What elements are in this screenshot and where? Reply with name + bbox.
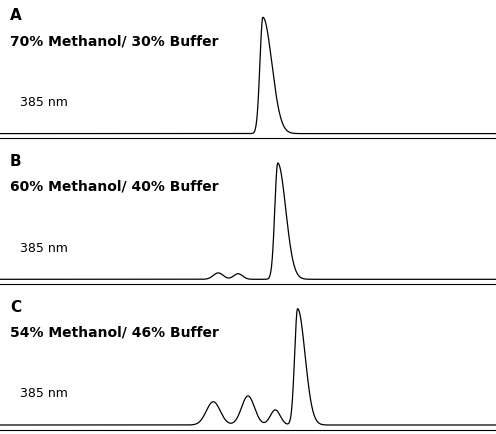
Text: 385 nm: 385 nm	[20, 387, 68, 400]
Text: 60% Methanol/ 40% Buffer: 60% Methanol/ 40% Buffer	[10, 179, 219, 193]
Text: 70% Methanol/ 30% Buffer: 70% Methanol/ 30% Buffer	[10, 34, 218, 48]
Text: 385 nm: 385 nm	[20, 96, 68, 109]
Text: B: B	[10, 154, 21, 169]
Text: 385 nm: 385 nm	[20, 241, 68, 254]
Text: A: A	[10, 8, 22, 23]
Text: C: C	[10, 299, 21, 314]
Text: 54% Methanol/ 46% Buffer: 54% Methanol/ 46% Buffer	[10, 325, 219, 339]
